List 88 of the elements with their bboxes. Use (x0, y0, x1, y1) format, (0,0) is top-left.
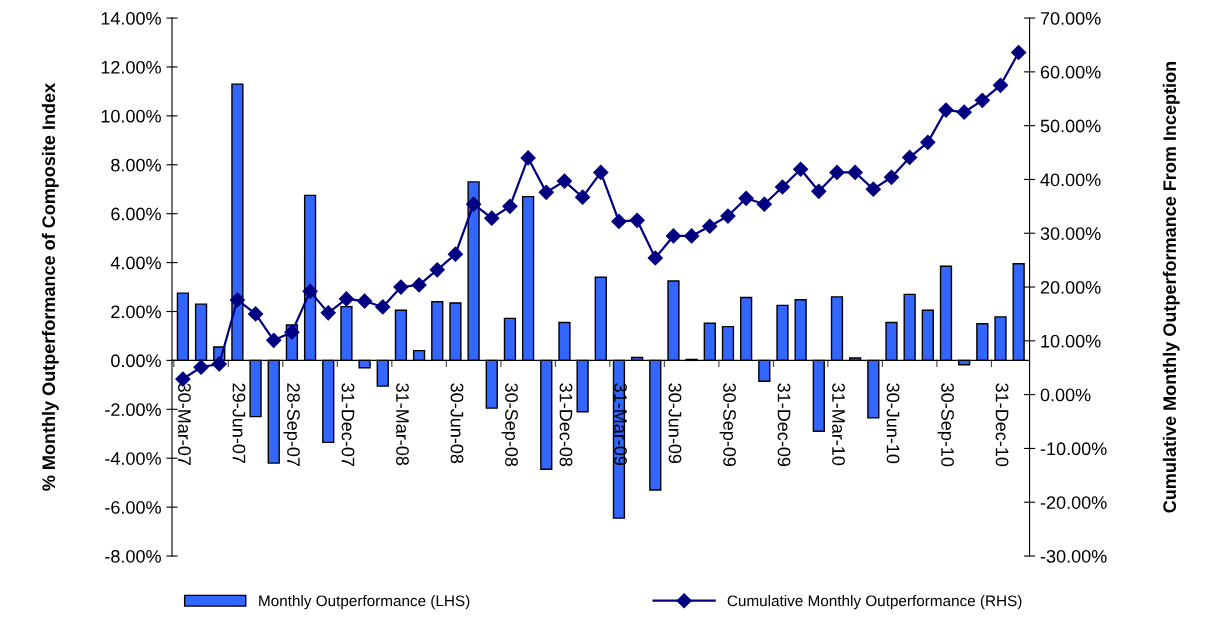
x-tick-label: 31-Dec-09 (777, 383, 791, 467)
point (829, 164, 845, 181)
x-tick-label: 30-Jun-08 (450, 383, 464, 464)
point (375, 299, 391, 315)
point (938, 102, 954, 118)
point (902, 149, 918, 165)
point (466, 196, 482, 212)
x-tick-label: 30-Jun-09 (668, 383, 682, 464)
point (865, 181, 881, 197)
y-tick-label: 2.00% (111, 305, 161, 319)
x-tick-label: 29-Jun-07 (232, 383, 246, 464)
y-tick-label: 14.00% (101, 12, 161, 25)
point (302, 283, 318, 299)
x-tick-label: 30-Sep-08 (501, 383, 518, 467)
y-tick-label: 8.00% (111, 158, 161, 172)
y-tick-label: 0.00% (111, 354, 161, 368)
point (702, 218, 718, 234)
point (484, 210, 500, 226)
point (1011, 44, 1027, 61)
y-tick-label: -4.00% (105, 452, 161, 465)
point (629, 212, 645, 228)
point (575, 189, 591, 205)
point (556, 173, 573, 189)
y-tick-label: -2.00% (105, 403, 161, 417)
y2-tick-label: 30.00% (1040, 227, 1101, 240)
x-tick-label: 31-Dec-07 (341, 383, 355, 467)
point (756, 196, 772, 212)
point (992, 77, 1009, 93)
y2-tick-label: 60.00% (1040, 65, 1101, 79)
point (447, 246, 464, 262)
x-tick-label: 30-Sep-09 (719, 383, 736, 467)
x-tick-label: 31-Dec-10 (995, 383, 1009, 467)
point (684, 228, 700, 244)
point (393, 279, 409, 295)
point (974, 92, 990, 108)
y-tick-label: -8.00% (105, 549, 161, 563)
point (284, 324, 300, 340)
y-tick-label: -6.00% (105, 501, 161, 514)
point (793, 161, 809, 177)
x-tick-label: 30-Mar-07 (178, 383, 191, 466)
point (883, 169, 900, 185)
point (720, 208, 736, 224)
point (593, 164, 609, 181)
y-tick-label: 12.00% (101, 60, 161, 74)
point (320, 305, 336, 321)
point (538, 184, 554, 200)
point (248, 306, 264, 322)
point (847, 164, 863, 181)
y2-tick-label: -10.00% (1040, 442, 1107, 456)
y2-tick-label: 0.00% (1040, 388, 1091, 402)
y2-tick-label: 20.00% (1040, 280, 1101, 294)
point (956, 104, 972, 120)
point (193, 359, 209, 375)
y2-tick-label: -20.00% (1040, 496, 1107, 509)
x-tick-label: 30-Jun-10 (886, 383, 900, 464)
x-tick-label: 31-Mar-10 (832, 383, 845, 466)
point (811, 183, 827, 199)
point (774, 179, 791, 195)
point (429, 262, 445, 278)
point (266, 332, 282, 348)
x-tick-label: 30-Sep-10 (937, 383, 954, 467)
y2-tick-label: -30.00% (1040, 549, 1107, 563)
point (502, 198, 518, 214)
point (520, 150, 536, 166)
y-axis-title: % Monthly Outperformance of Composite Index (41, 83, 59, 491)
y-tick-label: 4.00% (110, 256, 161, 270)
x-tick-label: 31-Dec-08 (559, 383, 573, 467)
point (357, 293, 373, 309)
y-tick-label: 10.00% (101, 109, 161, 123)
point (738, 190, 754, 206)
legend-label: Cumulative Monthly Outperformance (RHS) (727, 595, 1022, 610)
legend-label: Monthly Outperformance (LHS) (259, 595, 470, 610)
x-tick-label: 31-Mar-08 (396, 383, 409, 466)
y2-tick-label: 50.00% (1040, 119, 1101, 133)
point (338, 291, 354, 307)
point (665, 228, 682, 244)
point (920, 134, 936, 150)
y2-axis-title: Cumulative Monthly Outperformance From Inception (1162, 61, 1180, 513)
point (411, 277, 427, 293)
y2-tick-label: 10.00% (1041, 334, 1101, 348)
y-tick-label: 6.00% (111, 207, 161, 221)
point (611, 213, 627, 229)
point (229, 292, 245, 308)
x-tick-label: 28-Sep-07 (283, 383, 300, 467)
y2-tick-label: 70.00% (1040, 12, 1101, 25)
point (647, 250, 663, 266)
y2-tick-label: 40.00% (1040, 173, 1101, 187)
point (211, 356, 227, 372)
